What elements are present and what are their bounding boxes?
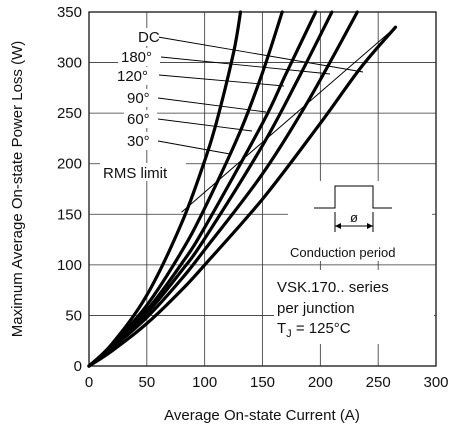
- x-axis-label: Average On-state Current (A): [164, 407, 360, 424]
- curve-label: 90°: [127, 90, 150, 107]
- series-lines: [87, 10, 398, 368]
- y-tick-label: 300: [57, 55, 82, 72]
- leader-line: [157, 118, 253, 132]
- curve-labels: DC 180° 120° 90° 60° 30° RMS limit: [100, 28, 364, 182]
- x-tick-label: 100: [192, 374, 217, 391]
- y-tick-label: 100: [57, 257, 82, 274]
- y-tick-label: 150: [57, 206, 82, 223]
- curve-label: 180°: [121, 49, 152, 66]
- y-axis-label: Maximum Average On-state Power Loss (W): [9, 41, 26, 337]
- leader-line: [160, 56, 331, 75]
- y-tick-label: 200: [57, 156, 82, 173]
- label-bg: [124, 89, 157, 107]
- curve-label: 120°: [117, 68, 148, 85]
- arrow-right-head: [367, 223, 373, 229]
- label-bg: [118, 48, 160, 66]
- x-tick-label: 250: [366, 374, 391, 391]
- junction-temperature: TJ = 125°C: [277, 320, 351, 340]
- arrow-left-head: [335, 223, 341, 229]
- series-line-30deg: [87, 10, 243, 368]
- label-bg: [124, 132, 157, 150]
- rms-limit-label: RMS limit: [103, 165, 168, 182]
- per-junction: per junction: [277, 300, 355, 317]
- x-tick-label: 0: [85, 374, 93, 391]
- leader-line: [157, 140, 231, 155]
- info-bg: [274, 270, 434, 344]
- x-tick-label: 200: [308, 374, 333, 391]
- rms-limit-line: [181, 26, 396, 213]
- conduction-waveform: [314, 185, 392, 209]
- y-tick-label: 250: [57, 105, 82, 122]
- series-name: VSK.170.. series: [277, 279, 389, 296]
- series-line-dc: [87, 25, 398, 368]
- phi-symbol: ø: [350, 210, 358, 225]
- x-tick-label: 150: [250, 374, 275, 391]
- curve-label: DC: [138, 29, 160, 46]
- y-tick-label: 50: [65, 307, 82, 324]
- conduction-period-inset: ø Conduction period: [288, 181, 432, 261]
- y-tick-label: 0: [74, 358, 82, 375]
- series-info: VSK.170.. series per junction TJ = 125°C: [274, 270, 434, 344]
- label-bg: [114, 67, 156, 85]
- leader-line: [158, 74, 285, 87]
- inset-bg: [288, 181, 432, 261]
- rms-label-bg: [100, 163, 186, 181]
- axis-ticks: 0 50 100 150 200 250 300 0 50 100 150 200 250 300 350: [57, 4, 449, 391]
- label-bg: [124, 110, 157, 128]
- leader-line: [157, 36, 364, 73]
- label-bg: [135, 28, 159, 46]
- x-tick-label: 300: [423, 374, 448, 391]
- leader-line: [157, 97, 267, 113]
- x-tick-label: 50: [138, 374, 155, 391]
- conduction-period-label: Conduction period: [290, 245, 396, 260]
- curve-label: 60°: [127, 111, 150, 128]
- y-tick-label: 350: [57, 4, 82, 21]
- curve-label: 30°: [127, 133, 150, 150]
